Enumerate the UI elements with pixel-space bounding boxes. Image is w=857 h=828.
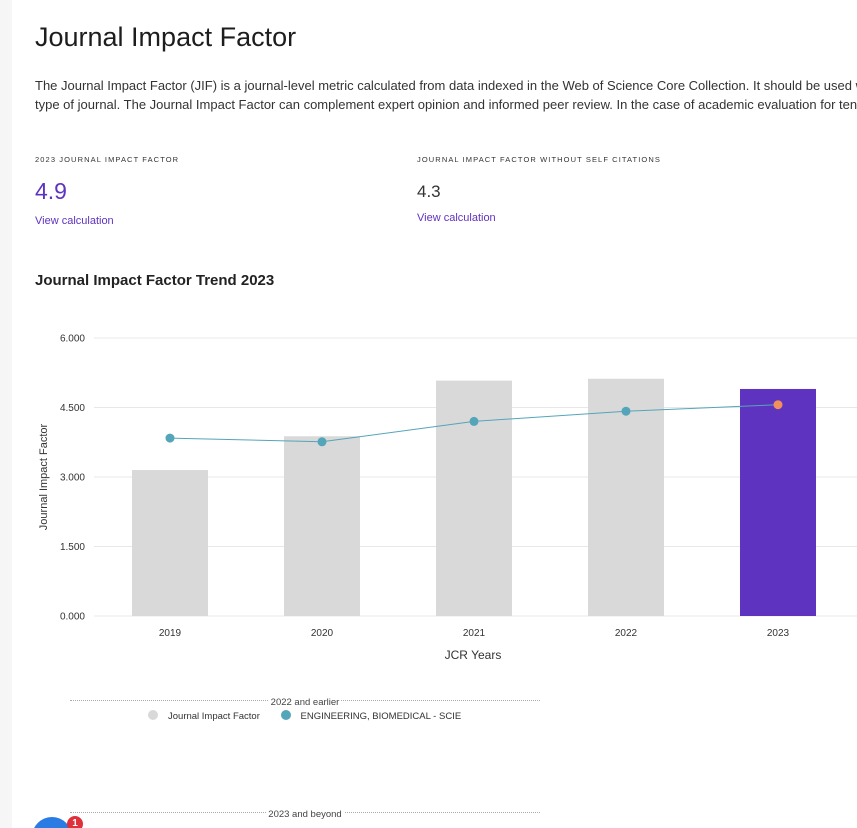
notification-badge: 1 bbox=[67, 816, 83, 828]
legend-group-future-title: 2023 and beyond bbox=[266, 809, 344, 820]
y-axis-label: Journal Impact Factor bbox=[38, 423, 50, 530]
y-tick-label: 4.500 bbox=[60, 403, 85, 414]
x-axis-label: JCR Years bbox=[445, 648, 502, 662]
x-tick-label: 2021 bbox=[463, 628, 486, 639]
trend-point-2023 bbox=[773, 400, 783, 410]
chart-labels: 0.000 1.500 3.000 4.500 6.000 2019 2020 2021 202… bbox=[38, 334, 790, 663]
jif-no-self-metric: JOURNAL IMPACT FACTOR WITHOUT SELF CITAT… bbox=[417, 155, 661, 224]
legend-dot-category bbox=[280, 710, 291, 720]
bar-2020 bbox=[284, 436, 360, 616]
y-tick-label: 6.000 bbox=[60, 334, 85, 345]
x-tick-label: 2020 bbox=[311, 628, 334, 639]
x-tick-label: 2022 bbox=[615, 628, 638, 639]
x-tick-label: 2023 bbox=[767, 628, 790, 639]
legend-item-category[interactable]: ENGINEERING, BIOMEDICAL - SCIE bbox=[280, 710, 462, 722]
jif-metric-label: 2023 JOURNAL IMPACT FACTOR bbox=[35, 155, 180, 164]
legend-item-jif[interactable]: Journal Impact Factor bbox=[148, 710, 260, 722]
chart-trend-line bbox=[165, 400, 783, 447]
help-chat-button[interactable] bbox=[32, 817, 72, 828]
trend-point-2021 bbox=[469, 416, 479, 426]
page-title: Journal Impact Factor bbox=[35, 22, 297, 52]
description-line-1: The Journal Impact Factor (JIF) is a jou… bbox=[35, 78, 857, 93]
y-tick-label: 3.000 bbox=[60, 473, 85, 484]
jif-no-self-view-calculation-link[interactable]: View calculation bbox=[417, 212, 496, 224]
legend-dot-jif bbox=[148, 710, 158, 720]
jif-view-calculation-link[interactable]: View calculation bbox=[35, 215, 114, 227]
bar-2022 bbox=[588, 378, 664, 616]
legend-item-jif-label: Journal Impact Factor bbox=[168, 711, 260, 722]
jif-description: The Journal Impact Factor (JIF) is a jou… bbox=[35, 76, 857, 114]
trend-point-2020 bbox=[317, 437, 327, 447]
jif-no-self-metric-label: JOURNAL IMPACT FACTOR WITHOUT SELF CITAT… bbox=[417, 155, 661, 164]
legend-group-past-title: 2022 and earlier bbox=[268, 697, 342, 708]
jif-trend-chart: 0.000 1.500 3.000 4.500 6.000 2019 2020 2021 202… bbox=[38, 334, 857, 663]
legend-group-past: 2022 and earlier Journal Impact Factor E… bbox=[70, 692, 540, 722]
jif-metric: 2023 JOURNAL IMPACT FACTOR 4.9 View calc… bbox=[35, 155, 179, 227]
trend-point-2019 bbox=[165, 433, 175, 443]
legend-group-future: 2023 and beyond bbox=[70, 804, 540, 820]
jif-metric-value: 4.9 bbox=[35, 178, 67, 204]
bar-2019 bbox=[132, 470, 208, 616]
y-tick-label: 1.500 bbox=[60, 542, 85, 553]
x-tick-label: 2019 bbox=[159, 628, 182, 639]
chart-bars bbox=[132, 378, 816, 616]
trend-title: Journal Impact Factor Trend 2023 bbox=[35, 272, 275, 289]
y-tick-label: 0.000 bbox=[60, 612, 85, 623]
trend-point-2022 bbox=[621, 406, 631, 416]
bar-2023 bbox=[740, 388, 816, 616]
bar-2021 bbox=[436, 380, 512, 616]
legend-item-category-label: ENGINEERING, BIOMEDICAL - SCIE bbox=[300, 711, 462, 722]
description-line-2: type of journal. The Journal Impact Fact… bbox=[35, 97, 857, 112]
jif-no-self-metric-value: 4.3 bbox=[417, 182, 441, 201]
jif-panel: Journal Impact Factor The Journal Impact… bbox=[12, 0, 857, 828]
